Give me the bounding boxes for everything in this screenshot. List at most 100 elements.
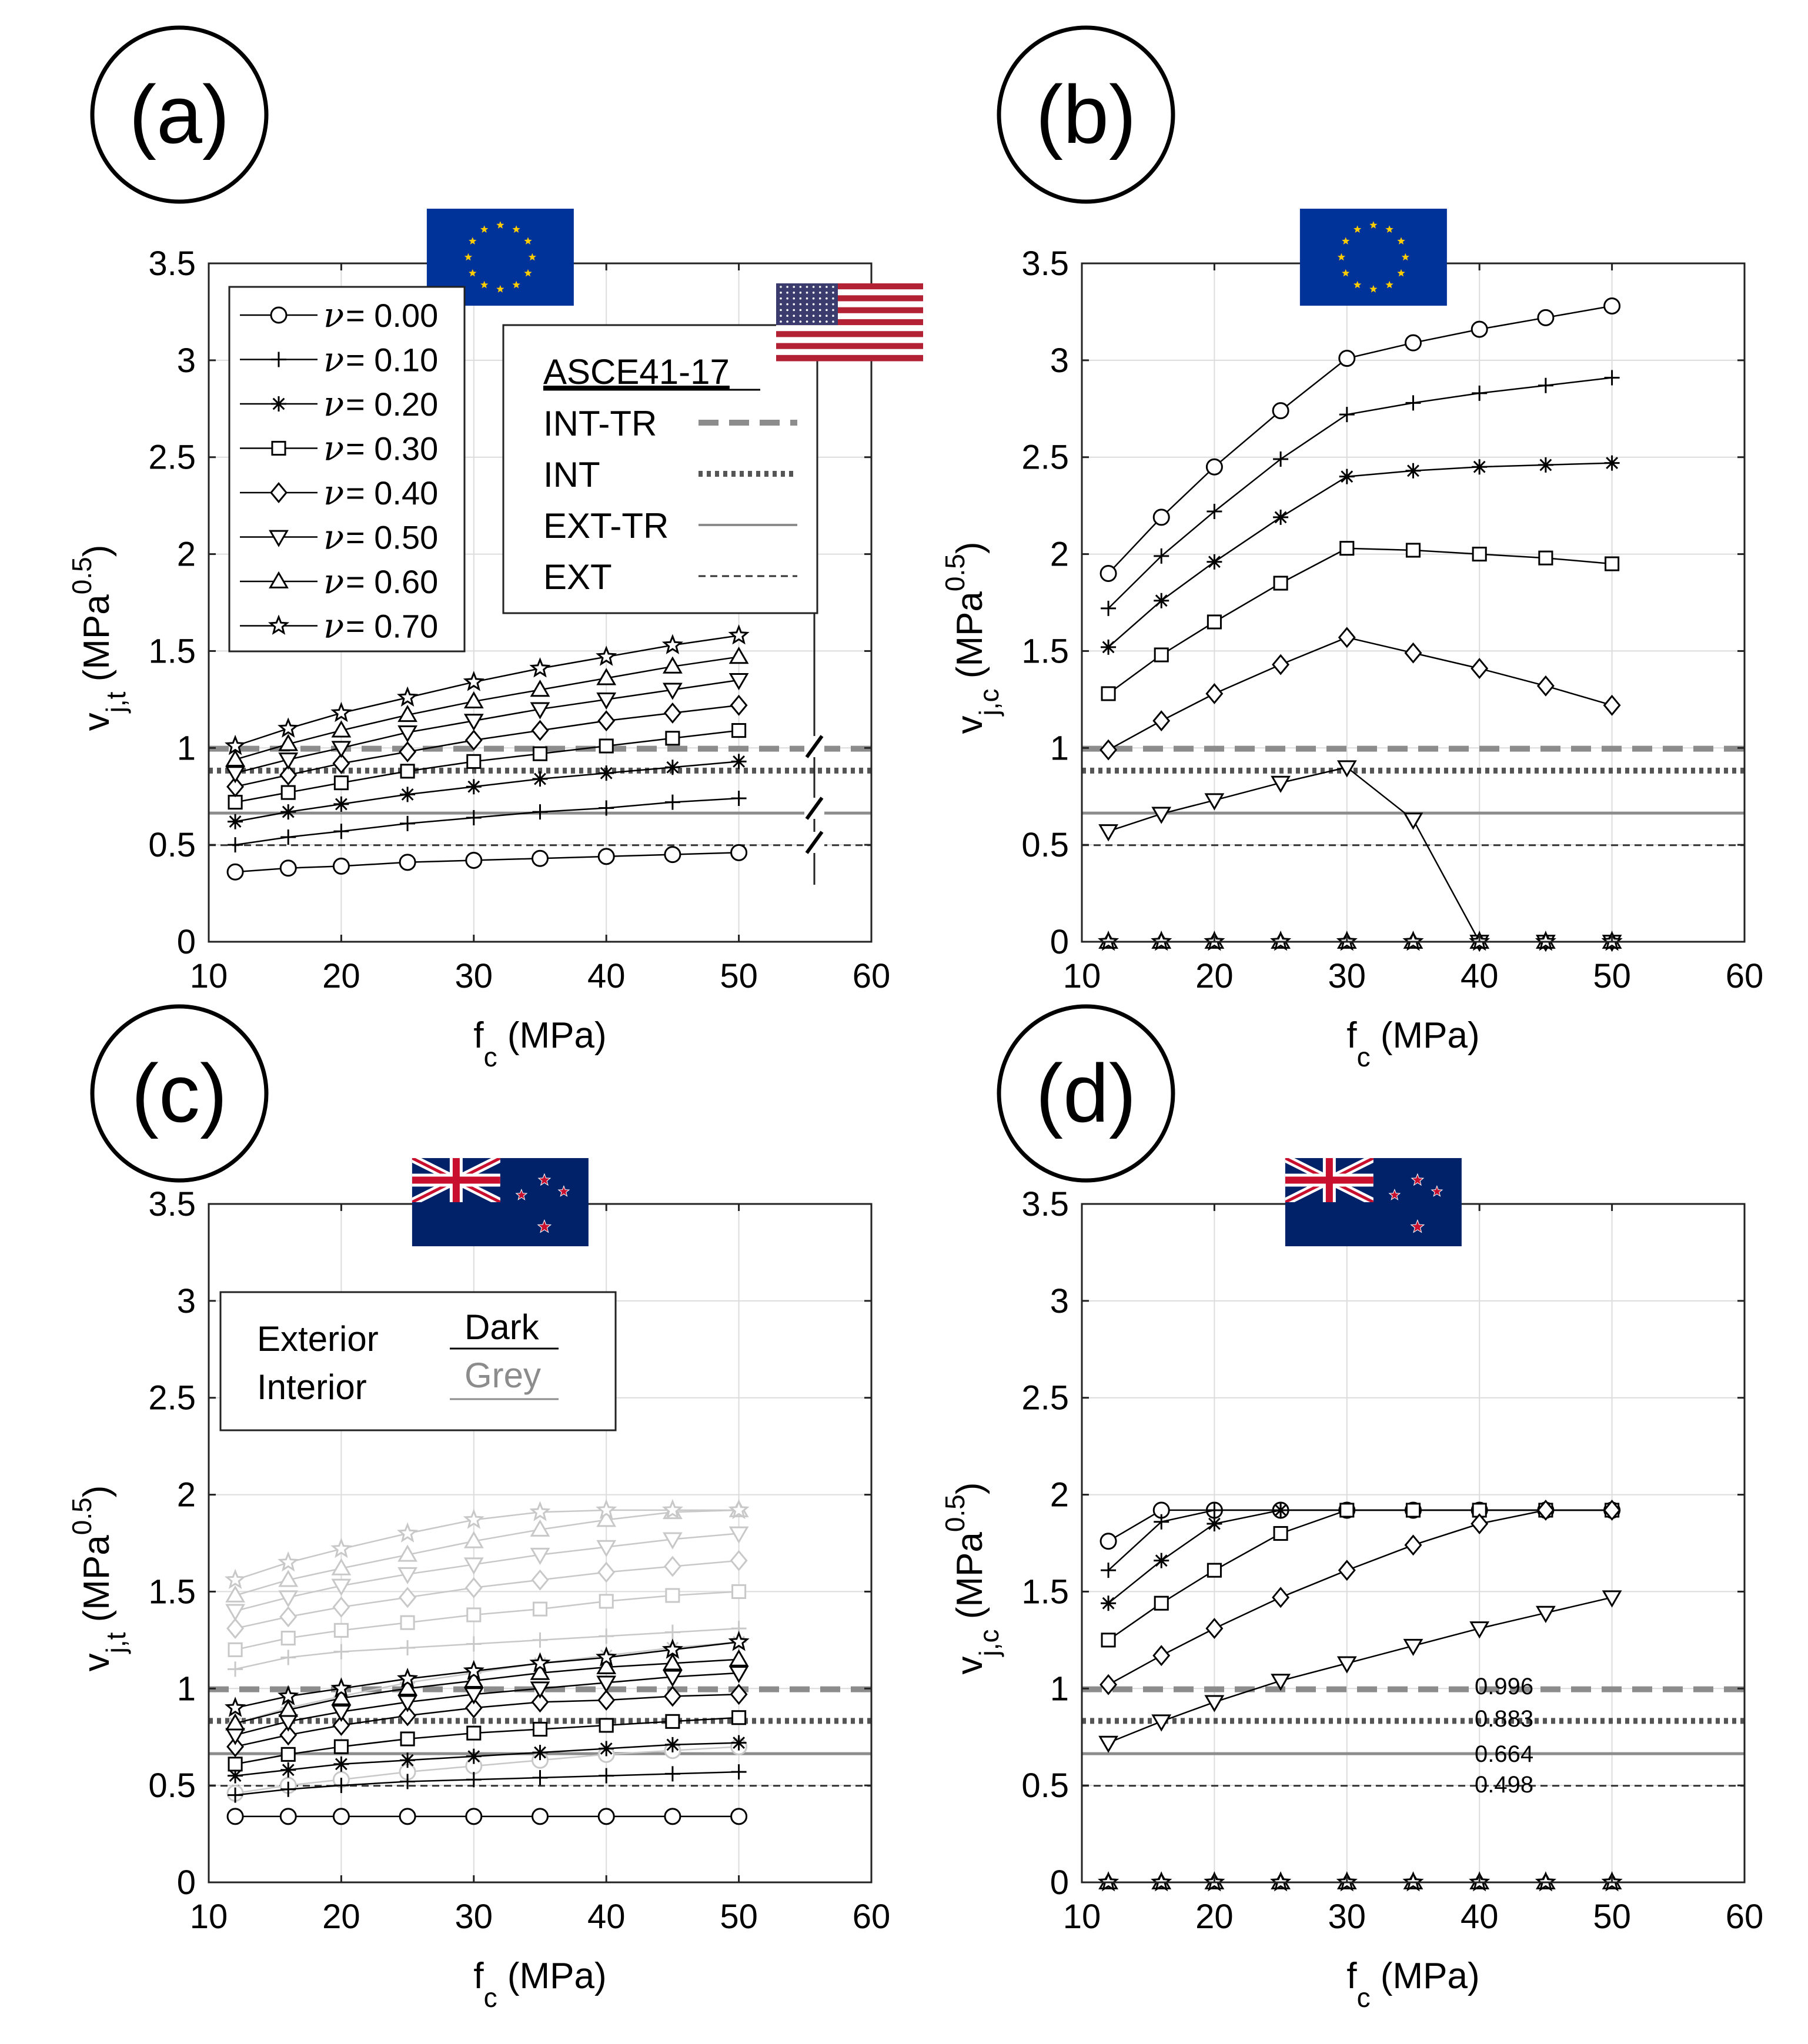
nz-star-icon bbox=[1390, 1190, 1399, 1199]
us-star-icon bbox=[826, 303, 828, 306]
data-point-diamond bbox=[1152, 710, 1171, 732]
y-tick-label: 1.5 bbox=[1021, 632, 1069, 670]
data-point-circle bbox=[730, 844, 748, 861]
us-star-icon bbox=[818, 297, 821, 300]
data-point-diamond bbox=[1536, 675, 1555, 697]
data-point-square bbox=[1207, 614, 1222, 630]
us-star-icon bbox=[818, 320, 821, 323]
data-point-circle bbox=[465, 852, 483, 869]
data-point-diamond bbox=[464, 1697, 483, 1719]
y-tick-label: 0 bbox=[1050, 1864, 1069, 1902]
us-star-icon bbox=[806, 315, 808, 317]
data-point-asterisk bbox=[532, 1745, 548, 1761]
us-star-icon bbox=[780, 292, 782, 294]
data-point-triangle-down bbox=[662, 1670, 683, 1687]
data-point-plus bbox=[532, 1769, 548, 1785]
us-star-icon bbox=[780, 315, 782, 317]
x-tick-label: 60 bbox=[853, 957, 891, 995]
data-point-circle bbox=[1099, 1533, 1117, 1550]
data-point-star bbox=[330, 701, 352, 722]
x-tick-label: 50 bbox=[720, 957, 758, 995]
data-point-triangle-up bbox=[728, 647, 749, 664]
data-point-triangle-down bbox=[728, 1666, 749, 1684]
value-annotation: 0.664 bbox=[1475, 1741, 1533, 1767]
us-stripe bbox=[776, 349, 923, 356]
series-line bbox=[235, 1717, 739, 1765]
data-point-diamond bbox=[597, 710, 616, 732]
legend-nu-entry: = 0.30 bbox=[346, 430, 438, 467]
data-point-plus bbox=[280, 1781, 296, 1797]
series-line bbox=[235, 679, 739, 774]
data-point-square bbox=[731, 1710, 747, 1725]
legend-marker-plus bbox=[271, 352, 286, 367]
legend-nu-entry: = 0.00 bbox=[346, 297, 438, 334]
data-point-triangle-up bbox=[463, 691, 484, 709]
data-point-asterisk bbox=[466, 1748, 482, 1764]
data-point-diamond bbox=[226, 1736, 245, 1758]
data-point-triangle-down bbox=[1204, 1695, 1225, 1712]
us-star-icon bbox=[806, 309, 808, 312]
us-star-icon bbox=[806, 303, 808, 306]
data-point-star bbox=[728, 1631, 750, 1651]
eu-star-icon bbox=[1354, 225, 1362, 233]
data-point-square bbox=[400, 1731, 415, 1747]
data-point-asterisk bbox=[400, 787, 416, 802]
data-point-square bbox=[1339, 1503, 1355, 1518]
data-point-triangle-up bbox=[463, 1531, 484, 1548]
data-point-plus bbox=[1101, 600, 1117, 616]
x-tick-label: 50 bbox=[1593, 1898, 1631, 1936]
data-point-triangle-down bbox=[662, 683, 683, 700]
data-point-square bbox=[1273, 1526, 1288, 1541]
data-point-diamond bbox=[730, 1550, 748, 1571]
data-point-star bbox=[529, 657, 551, 678]
data-point-diamond bbox=[1338, 1560, 1356, 1581]
data-point-square bbox=[1339, 541, 1355, 556]
us-stripe bbox=[776, 283, 923, 290]
data-point-diamond bbox=[1099, 1674, 1118, 1695]
legend-shade-box bbox=[219, 1291, 617, 1431]
data-point-triangle-down bbox=[1204, 793, 1225, 811]
data-point-asterisk bbox=[280, 1762, 296, 1778]
data-point-diamond bbox=[730, 1684, 748, 1705]
data-point-diamond bbox=[1272, 1587, 1290, 1608]
data-point-star bbox=[278, 1685, 299, 1705]
data-point-triangle-down bbox=[728, 1526, 749, 1544]
data-point-plus bbox=[1207, 1502, 1222, 1518]
data-point-diamond bbox=[1471, 1513, 1489, 1534]
data-point-circle bbox=[399, 1808, 416, 1825]
data-point-triangle-down bbox=[596, 1675, 617, 1693]
data-point-plus bbox=[1154, 548, 1169, 564]
data-point-asterisk bbox=[1154, 593, 1169, 608]
data-point-plus bbox=[1273, 451, 1289, 467]
data-point-triangle-down bbox=[1151, 1714, 1172, 1732]
data-point-diamond bbox=[663, 1555, 681, 1577]
data-point-star bbox=[596, 1646, 617, 1667]
data-point-star bbox=[463, 671, 484, 691]
panel-d: 10 20 30 40 50 60 0 0.5 1 1.5 2 2.5 3 3.5 fc (MPa) vj,c… bbox=[940, 1004, 1764, 2013]
panel-b: 10 20 30 40 50 60 0 0.5 1 1.5 2 2.5 3 3.5 fc (MPa) vj,c… bbox=[940, 25, 1763, 1072]
legend-marker-asterisk bbox=[271, 396, 286, 412]
panel-label: (b) bbox=[1035, 68, 1136, 160]
data-point-plus bbox=[333, 1778, 349, 1794]
us-star-icon bbox=[793, 286, 796, 288]
x-tick-label: 10 bbox=[190, 1898, 228, 1936]
data-point-circle bbox=[279, 1808, 297, 1825]
data-point-triangle-up bbox=[728, 1649, 749, 1667]
x-tick-label: 60 bbox=[1726, 1898, 1764, 1936]
data-point-triangle-down bbox=[1602, 1590, 1622, 1608]
data-point-diamond bbox=[1404, 1534, 1422, 1556]
us-star-icon bbox=[793, 309, 796, 312]
data-point-plus bbox=[333, 1644, 349, 1660]
series-line bbox=[235, 1641, 739, 1724]
data-point-circle bbox=[1338, 350, 1356, 367]
us-star-icon bbox=[818, 309, 821, 312]
us-stripe bbox=[776, 301, 923, 308]
data-point-plus bbox=[599, 1768, 614, 1784]
data-point-diamond bbox=[399, 1705, 417, 1727]
us-star-icon bbox=[806, 320, 808, 323]
eu-star-icon bbox=[480, 225, 489, 233]
legend-nu-entry: = 0.70 bbox=[346, 608, 438, 645]
legend-nu-symbol: ν bbox=[323, 340, 344, 380]
us-stripe bbox=[776, 319, 923, 326]
data-point-square bbox=[665, 1588, 680, 1603]
